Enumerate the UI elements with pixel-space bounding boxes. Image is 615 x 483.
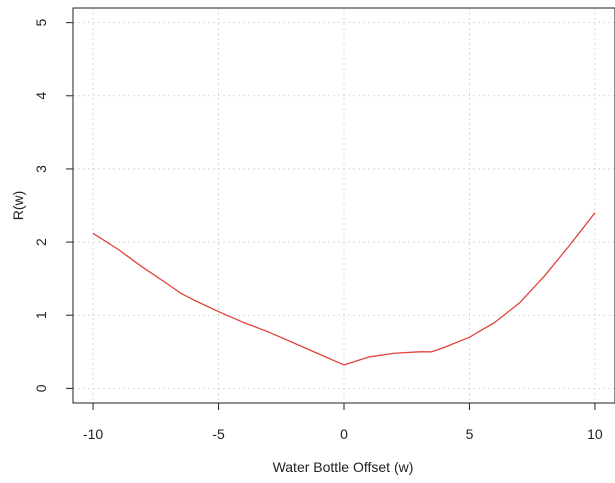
- x-tick-label: 0: [340, 426, 348, 442]
- grid: [73, 8, 615, 403]
- x-axis-title: Water Bottle Offset (w): [273, 459, 414, 475]
- y-tick-label: 4: [33, 92, 49, 100]
- y-tick-label: 5: [33, 19, 49, 27]
- x-tick-label: -10: [83, 426, 103, 442]
- y-tick-label: 3: [33, 165, 49, 173]
- y-tick-label: 0: [33, 384, 49, 392]
- y-axis: 0 1 2 3 4 5: [33, 19, 73, 393]
- x-axis: -10 -5 0 5 10: [83, 403, 603, 442]
- y-axis-title: R(w): [10, 191, 26, 221]
- x-tick-label: 5: [466, 426, 474, 442]
- x-tick-label: 10: [587, 426, 603, 442]
- x-tick-label: -5: [212, 426, 225, 442]
- y-tick-label: 2: [33, 238, 49, 246]
- y-tick-label: 1: [33, 311, 49, 319]
